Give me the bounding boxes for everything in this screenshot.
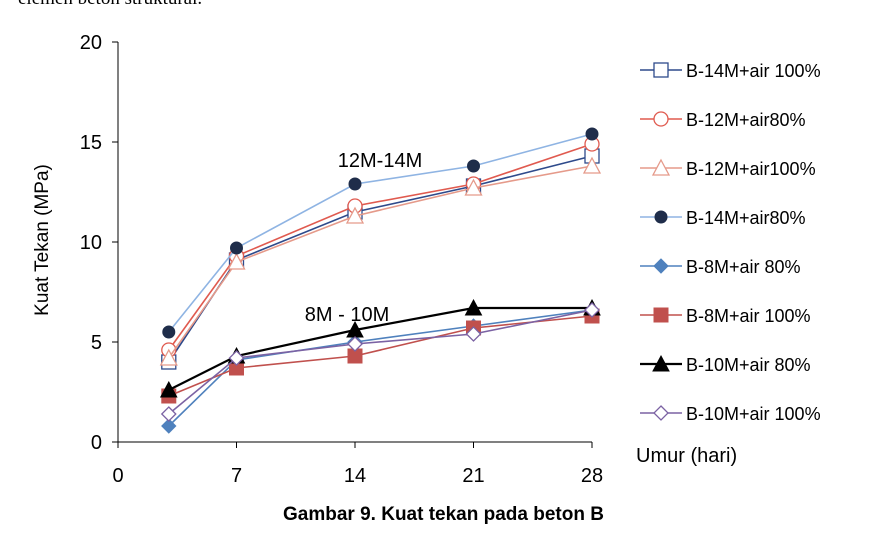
series-2 — [159, 156, 602, 366]
legend-label: B-8M+air 100% — [686, 306, 811, 326]
chart-axes: 0 5 10 15 20 0 7 14 21 28 Kuat Tekan (MPa) Umur (ha… — [32, 32, 737, 487]
data-point — [159, 348, 178, 366]
data-point — [348, 177, 362, 191]
data-point — [227, 252, 246, 270]
annotation-8m-10m: 8M - 10M — [305, 304, 389, 326]
legend-item: B-10M+air 100% — [640, 404, 821, 424]
y-tick-label: 10 — [80, 232, 102, 254]
legend-marker — [653, 62, 669, 78]
data-point — [347, 336, 363, 352]
legend-label: B-14M+air80% — [686, 208, 806, 228]
legend-item: B-12M+air80% — [640, 110, 806, 130]
data-point — [161, 418, 177, 434]
y-tick-label: 15 — [80, 132, 102, 154]
x-axis-label: Umur (hari) — [636, 445, 737, 467]
legend-item: B-8M+air 80% — [640, 257, 801, 277]
data-point — [159, 380, 178, 398]
legend-label: B-12M+air100% — [686, 159, 816, 179]
data-point — [162, 325, 176, 339]
legend-label: B-14M+air 100% — [686, 61, 821, 81]
data-point — [585, 127, 599, 141]
x-tick-label: 0 — [112, 465, 123, 487]
series-3 — [162, 127, 599, 339]
legend-marker — [654, 210, 668, 224]
legend-label: B-12M+air80% — [686, 110, 806, 130]
annotation-12m-14m: 12M-14M — [338, 150, 422, 172]
data-point — [230, 241, 243, 255]
data-point — [464, 298, 483, 316]
data-point — [228, 350, 245, 366]
y-tick-label: 20 — [80, 32, 102, 54]
legend-item: B-14M+air 100% — [640, 61, 821, 81]
x-tick-label: 14 — [344, 465, 366, 487]
x-tick-label: 28 — [581, 465, 603, 487]
y-tick-label: 5 — [91, 332, 102, 354]
legend-marker — [653, 405, 669, 421]
legend-item: B-14M+air80% — [640, 208, 806, 228]
legend-item: B-10M+air 80% — [640, 354, 811, 375]
x-tick-label: 7 — [231, 465, 242, 487]
legend-item: B-12M+air100% — [640, 158, 816, 179]
y-axis-label: Kuat Tekan (MPa) — [32, 164, 53, 316]
annotation-layer: 12M-14M 8M - 10M — [305, 150, 422, 326]
data-point — [464, 178, 483, 196]
legend-marker — [652, 354, 670, 372]
legend-marker — [653, 111, 669, 127]
data-point — [584, 302, 600, 318]
figure-caption: Gambar 9. Kuat tekan pada beton B — [283, 504, 604, 525]
series-layer — [159, 127, 602, 434]
legend-label: B-10M+air 100% — [686, 404, 821, 424]
legend-marker — [653, 307, 669, 323]
data-point — [345, 206, 365, 224]
legend-item: B-8M+air 100% — [640, 306, 811, 326]
legend-label: B-10M+air 80% — [686, 355, 811, 375]
header-text: elemen beton struktural. — [18, 0, 202, 10]
data-point — [465, 326, 482, 342]
series-7 — [160, 302, 600, 422]
legend-marker — [653, 258, 669, 274]
legend-label: B-8M+air 80% — [686, 257, 801, 277]
data-point — [467, 159, 480, 173]
legend: B-14M+air 100% B-12M+air80% B-12M+air100% B… — [640, 61, 821, 424]
legend-marker — [651, 158, 671, 176]
x-tick-label: 21 — [462, 465, 484, 487]
y-tick-label: 0 — [91, 432, 102, 454]
data-point — [582, 156, 602, 174]
data-point — [160, 406, 177, 422]
